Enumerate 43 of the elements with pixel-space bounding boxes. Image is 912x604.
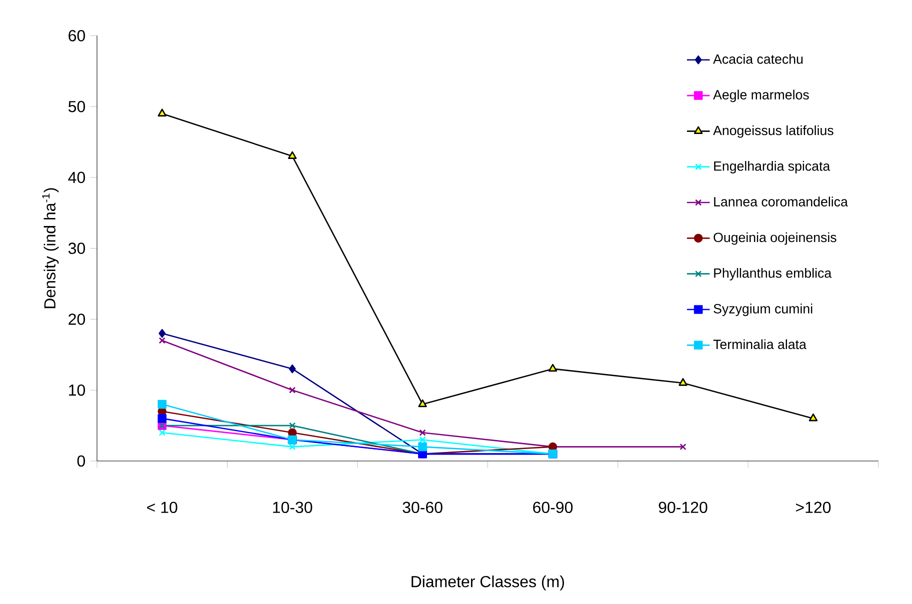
point <box>289 386 296 394</box>
x-tick-label: 10-30 <box>273 502 312 514</box>
point <box>289 422 296 429</box>
y-tick-label: 40 <box>68 172 86 184</box>
y-tick-label: 10 <box>69 384 86 396</box>
legend-label: Terminalia alata <box>713 339 806 350</box>
legend-label: Ougeinia oojeinensis <box>714 232 836 245</box>
x-tick-label: 60-90 <box>533 502 573 514</box>
legend-label: Syzygium cumini <box>714 304 812 316</box>
point <box>158 429 166 436</box>
point <box>680 444 686 450</box>
point <box>418 399 427 408</box>
y-tick-label: 50 <box>68 100 86 112</box>
point <box>548 364 558 372</box>
point <box>158 414 167 423</box>
legend-label: Anogeissus latifolius <box>713 125 834 138</box>
legend-label: Lannea coromandelica <box>714 196 848 206</box>
point <box>288 364 296 374</box>
point <box>158 108 166 116</box>
legend-label: Engelhardia spicata <box>714 161 830 174</box>
legend-label: Phyllanthus emblica <box>714 268 832 280</box>
point <box>288 151 297 159</box>
x-axis-title: Diameter Classes (m) <box>412 576 564 590</box>
point <box>418 442 427 452</box>
y-tick-label: 30 <box>68 242 86 254</box>
point <box>289 444 296 450</box>
legend-label: Aegle marmelos <box>713 90 809 102</box>
y-tick-label: 0 <box>77 455 86 467</box>
point <box>158 400 167 409</box>
point <box>419 429 426 436</box>
y-axis-title: Density (ind ha$^{-1}$) <box>42 188 59 308</box>
legend-label: Acacia catechu <box>713 54 803 64</box>
point <box>678 378 688 386</box>
point <box>808 414 818 422</box>
y-tick-label: 20 <box>68 314 86 325</box>
x-tick-label: < 10 <box>147 502 178 514</box>
x-tick-label: 30-60 <box>402 502 442 514</box>
point <box>158 337 166 344</box>
point <box>158 328 166 338</box>
x-tick-label: >120 <box>796 502 831 514</box>
y-tick-label: 60 <box>68 30 86 42</box>
point <box>419 436 426 444</box>
x-tick-label: 90-120 <box>658 502 708 514</box>
